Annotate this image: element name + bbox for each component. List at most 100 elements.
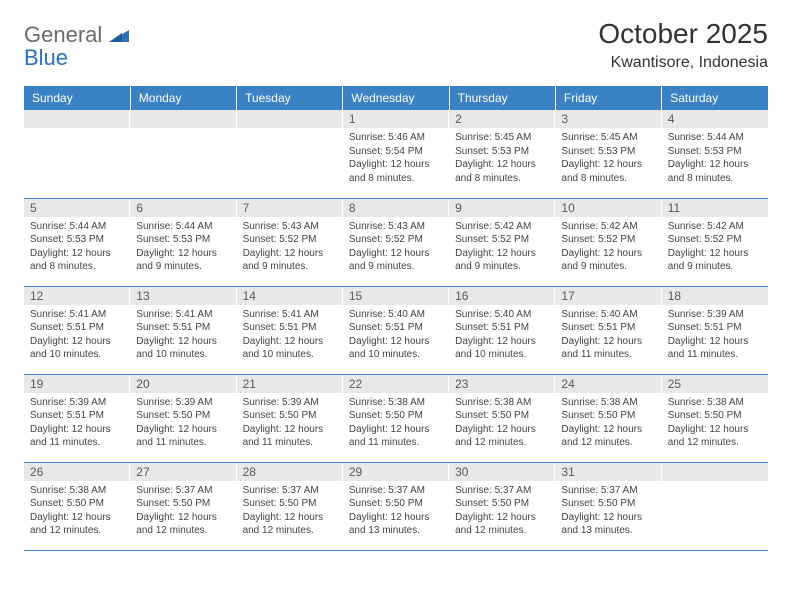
calendar-cell: 7Sunrise: 5:43 AMSunset: 5:52 PMDaylight… xyxy=(237,198,343,286)
day-details: Sunrise: 5:41 AMSunset: 5:51 PMDaylight:… xyxy=(237,305,343,366)
calendar-cell: 13Sunrise: 5:41 AMSunset: 5:51 PMDayligh… xyxy=(130,286,236,374)
sunset-line: Sunset: 5:52 PM xyxy=(349,233,443,247)
calendar-cell: 21Sunrise: 5:39 AMSunset: 5:50 PMDayligh… xyxy=(237,374,343,462)
calendar-cell: 6Sunrise: 5:44 AMSunset: 5:53 PMDaylight… xyxy=(130,198,236,286)
weekday-header: Tuesday xyxy=(237,86,343,110)
sunset-line: Sunset: 5:53 PM xyxy=(455,145,549,159)
daylight-line: Daylight: 12 hours and 12 minutes. xyxy=(668,423,762,450)
sunset-line: Sunset: 5:50 PM xyxy=(243,409,337,423)
day-details: Sunrise: 5:40 AMSunset: 5:51 PMDaylight:… xyxy=(449,305,555,366)
sunset-line: Sunset: 5:53 PM xyxy=(30,233,124,247)
calendar-cell: 29Sunrise: 5:37 AMSunset: 5:50 PMDayligh… xyxy=(343,462,449,550)
daylight-line: Daylight: 12 hours and 12 minutes. xyxy=(561,423,655,450)
sunrise-line: Sunrise: 5:37 AM xyxy=(349,484,443,498)
day-details: Sunrise: 5:39 AMSunset: 5:50 PMDaylight:… xyxy=(237,393,343,454)
title-block: October 2025 Kwantisore, Indonesia xyxy=(598,18,768,72)
sunset-line: Sunset: 5:52 PM xyxy=(561,233,655,247)
sunset-line: Sunset: 5:50 PM xyxy=(455,497,549,511)
day-number: 12 xyxy=(24,287,130,305)
day-number: 25 xyxy=(662,375,768,393)
calendar-cell: 9Sunrise: 5:42 AMSunset: 5:52 PMDaylight… xyxy=(449,198,555,286)
calendar-cell: 31Sunrise: 5:37 AMSunset: 5:50 PMDayligh… xyxy=(555,462,661,550)
day-details: Sunrise: 5:39 AMSunset: 5:51 PMDaylight:… xyxy=(662,305,768,366)
daylight-line: Daylight: 12 hours and 9 minutes. xyxy=(455,247,549,274)
sunset-line: Sunset: 5:50 PM xyxy=(561,409,655,423)
sunset-line: Sunset: 5:50 PM xyxy=(349,409,443,423)
day-details: Sunrise: 5:38 AMSunset: 5:50 PMDaylight:… xyxy=(449,393,555,454)
daylight-line: Daylight: 12 hours and 12 minutes. xyxy=(136,511,230,538)
sunset-line: Sunset: 5:52 PM xyxy=(668,233,762,247)
daylight-line: Daylight: 12 hours and 9 minutes. xyxy=(243,247,337,274)
day-number: 26 xyxy=(24,463,130,481)
calendar-cell: 15Sunrise: 5:40 AMSunset: 5:51 PMDayligh… xyxy=(343,286,449,374)
sunset-line: Sunset: 5:51 PM xyxy=(455,321,549,335)
sunrise-line: Sunrise: 5:40 AM xyxy=(561,308,655,322)
calendar-body: 1Sunrise: 5:46 AMSunset: 5:54 PMDaylight… xyxy=(24,110,768,550)
sunrise-line: Sunrise: 5:41 AM xyxy=(136,308,230,322)
day-number: 19 xyxy=(24,375,130,393)
day-number: 4 xyxy=(662,110,768,128)
daylight-line: Daylight: 12 hours and 8 minutes. xyxy=(455,158,549,185)
day-details: Sunrise: 5:41 AMSunset: 5:51 PMDaylight:… xyxy=(24,305,130,366)
location-label: Kwantisore, Indonesia xyxy=(598,54,768,72)
daylight-line: Daylight: 12 hours and 9 minutes. xyxy=(668,247,762,274)
sunrise-line: Sunrise: 5:42 AM xyxy=(668,220,762,234)
day-number: 5 xyxy=(24,199,130,217)
calendar-cell: 24Sunrise: 5:38 AMSunset: 5:50 PMDayligh… xyxy=(555,374,661,462)
calendar-cell: 11Sunrise: 5:42 AMSunset: 5:52 PMDayligh… xyxy=(662,198,768,286)
day-number xyxy=(662,463,768,481)
sunset-line: Sunset: 5:51 PM xyxy=(30,409,124,423)
day-details: Sunrise: 5:37 AMSunset: 5:50 PMDaylight:… xyxy=(449,481,555,542)
sunrise-line: Sunrise: 5:45 AM xyxy=(455,131,549,145)
daylight-line: Daylight: 12 hours and 13 minutes. xyxy=(349,511,443,538)
calendar-cell: 1Sunrise: 5:46 AMSunset: 5:54 PMDaylight… xyxy=(343,110,449,198)
calendar-cell xyxy=(130,110,236,198)
sunset-line: Sunset: 5:50 PM xyxy=(668,409,762,423)
day-number: 29 xyxy=(343,463,449,481)
daylight-line: Daylight: 12 hours and 13 minutes. xyxy=(561,511,655,538)
sunset-line: Sunset: 5:53 PM xyxy=(668,145,762,159)
weekday-header: Sunday xyxy=(24,86,130,110)
calendar-table: Sunday Monday Tuesday Wednesday Thursday… xyxy=(24,86,768,551)
day-details: Sunrise: 5:42 AMSunset: 5:52 PMDaylight:… xyxy=(555,217,661,278)
day-number: 1 xyxy=(343,110,449,128)
sunset-line: Sunset: 5:50 PM xyxy=(243,497,337,511)
daylight-line: Daylight: 12 hours and 11 minutes. xyxy=(668,335,762,362)
weekday-header: Monday xyxy=(130,86,236,110)
day-number: 6 xyxy=(130,199,236,217)
day-details: Sunrise: 5:39 AMSunset: 5:51 PMDaylight:… xyxy=(24,393,130,454)
day-details: Sunrise: 5:37 AMSunset: 5:50 PMDaylight:… xyxy=(555,481,661,542)
sunrise-line: Sunrise: 5:39 AM xyxy=(30,396,124,410)
sunrise-line: Sunrise: 5:41 AM xyxy=(243,308,337,322)
day-details: Sunrise: 5:39 AMSunset: 5:50 PMDaylight:… xyxy=(130,393,236,454)
calendar-row: 5Sunrise: 5:44 AMSunset: 5:53 PMDaylight… xyxy=(24,198,768,286)
weekday-header: Saturday xyxy=(662,86,768,110)
day-number: 18 xyxy=(662,287,768,305)
logo-text-general: General xyxy=(24,22,102,47)
calendar-cell xyxy=(662,462,768,550)
weekday-header: Wednesday xyxy=(343,86,449,110)
sunset-line: Sunset: 5:51 PM xyxy=(243,321,337,335)
sunrise-line: Sunrise: 5:43 AM xyxy=(243,220,337,234)
daylight-line: Daylight: 12 hours and 10 minutes. xyxy=(136,335,230,362)
logo-triangle-icon xyxy=(109,28,129,47)
sunrise-line: Sunrise: 5:42 AM xyxy=(455,220,549,234)
sunrise-line: Sunrise: 5:37 AM xyxy=(561,484,655,498)
sunrise-line: Sunrise: 5:38 AM xyxy=(349,396,443,410)
daylight-line: Daylight: 12 hours and 10 minutes. xyxy=(243,335,337,362)
calendar-cell: 2 Sunrise: 5:45 AMSunset: 5:53 PMDaylight… xyxy=(449,110,555,198)
sunrise-line: Sunrise: 5:38 AM xyxy=(455,396,549,410)
daylight-line: Daylight: 12 hours and 8 minutes. xyxy=(668,158,762,185)
day-number: 2 xyxy=(449,110,555,128)
calendar-row: 1Sunrise: 5:46 AMSunset: 5:54 PMDaylight… xyxy=(24,110,768,198)
sunset-line: Sunset: 5:51 PM xyxy=(561,321,655,335)
day-number: 21 xyxy=(237,375,343,393)
sunset-line: Sunset: 5:52 PM xyxy=(243,233,337,247)
calendar-cell: 23Sunrise: 5:38 AMSunset: 5:50 PMDayligh… xyxy=(449,374,555,462)
sunrise-line: Sunrise: 5:38 AM xyxy=(30,484,124,498)
day-number xyxy=(24,110,130,128)
calendar-cell: 12Sunrise: 5:41 AMSunset: 5:51 PMDayligh… xyxy=(24,286,130,374)
daylight-line: Daylight: 12 hours and 12 minutes. xyxy=(30,511,124,538)
sunrise-line: Sunrise: 5:39 AM xyxy=(136,396,230,410)
calendar-cell: 25Sunrise: 5:38 AMSunset: 5:50 PMDayligh… xyxy=(662,374,768,462)
